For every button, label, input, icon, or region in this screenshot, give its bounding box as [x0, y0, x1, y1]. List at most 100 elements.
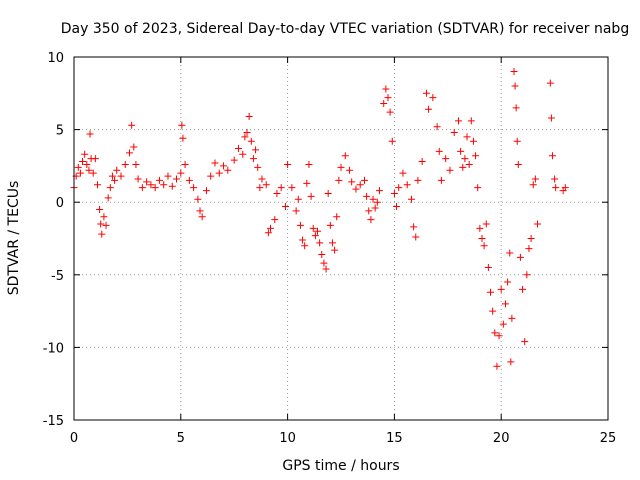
- data-point: [335, 176, 343, 184]
- data-point: [111, 176, 119, 184]
- data-point: [521, 338, 529, 346]
- data-point: [296, 221, 304, 229]
- data-point: [143, 178, 151, 186]
- data-point: [367, 216, 375, 224]
- data-point: [497, 285, 505, 293]
- data-point: [363, 192, 371, 200]
- x-tick-label: 25: [600, 431, 617, 446]
- data-point: [177, 169, 185, 177]
- data-point: [247, 137, 255, 145]
- data-point: [513, 137, 521, 145]
- data-point: [487, 288, 495, 296]
- data-point: [104, 194, 112, 202]
- data-point: [117, 172, 125, 180]
- data-point: [561, 184, 569, 192]
- data-point: [85, 166, 93, 174]
- data-point: [224, 166, 232, 174]
- data-point: [534, 220, 542, 228]
- data-point: [211, 159, 219, 167]
- data-point: [113, 166, 121, 174]
- data-point: [529, 181, 537, 189]
- data-point: [422, 89, 430, 97]
- data-point: [264, 229, 272, 237]
- data-point: [220, 162, 228, 170]
- data-point: [102, 221, 110, 229]
- data-point: [348, 178, 356, 186]
- data-point: [418, 158, 426, 166]
- data-point: [365, 207, 373, 215]
- y-tick-label: 5: [56, 124, 64, 139]
- data-point: [314, 227, 322, 235]
- data-point: [333, 213, 341, 221]
- data-point: [294, 195, 302, 203]
- data-point: [425, 105, 433, 113]
- data-point: [552, 184, 560, 192]
- data-point: [382, 85, 390, 93]
- data-point: [480, 242, 488, 250]
- x-tick-label: 0: [70, 431, 78, 446]
- data-point: [407, 195, 415, 203]
- data-point: [546, 79, 554, 87]
- data-point: [108, 172, 116, 180]
- data-point: [194, 195, 202, 203]
- data-point: [91, 155, 99, 163]
- data-point: [132, 160, 140, 168]
- data-point: [288, 184, 296, 192]
- data-point: [81, 150, 89, 158]
- data-point: [326, 221, 334, 229]
- data-point: [179, 134, 187, 142]
- data-point: [548, 152, 556, 160]
- data-point: [446, 166, 454, 174]
- data-point: [474, 184, 482, 192]
- data-point: [384, 94, 392, 102]
- data-point: [303, 179, 311, 187]
- data-point: [83, 160, 91, 168]
- data-point: [190, 184, 198, 192]
- data-point: [160, 181, 168, 189]
- data-point: [410, 223, 418, 231]
- data-point: [307, 192, 315, 200]
- data-point: [316, 239, 324, 247]
- data-point: [399, 169, 407, 177]
- data-point: [178, 121, 186, 129]
- data-point: [386, 108, 394, 116]
- data-point: [493, 362, 501, 370]
- data-point: [147, 181, 155, 189]
- data-point: [463, 133, 471, 141]
- data-point: [525, 245, 533, 253]
- axis-ticks: 0 5 10 15 20 25 -15 -10 -5 0 5 10: [43, 51, 617, 446]
- y-tick-label: -5: [51, 269, 64, 284]
- data-point: [476, 224, 484, 232]
- data-point: [202, 187, 210, 195]
- data-point: [514, 160, 522, 168]
- data-point: [429, 94, 437, 102]
- data-point: [254, 163, 262, 171]
- data-point: [547, 114, 555, 122]
- y-tick-label: 10: [47, 51, 64, 66]
- data-point: [277, 184, 285, 192]
- y-tick-label: -10: [43, 341, 64, 356]
- data-point: [491, 329, 499, 337]
- data-point: [134, 175, 142, 183]
- data-point: [215, 169, 223, 177]
- data-point: [454, 117, 462, 125]
- y-tick-label: -15: [43, 414, 64, 429]
- data-point: [168, 182, 176, 190]
- data-point: [301, 242, 309, 250]
- data-point: [412, 233, 420, 241]
- data-point: [457, 147, 465, 155]
- data-point: [501, 300, 509, 308]
- data-point: [106, 184, 114, 192]
- data-point: [469, 137, 477, 145]
- grid-lines: [74, 57, 608, 420]
- data-point: [435, 147, 443, 155]
- data-point: [243, 129, 251, 137]
- data-point: [181, 160, 189, 168]
- data-point: [121, 160, 129, 168]
- x-tick-label: 5: [177, 431, 185, 446]
- data-point: [98, 230, 106, 238]
- data-point: [267, 224, 275, 232]
- data-point: [465, 160, 473, 168]
- data-point: [337, 163, 345, 171]
- data-point: [128, 121, 136, 129]
